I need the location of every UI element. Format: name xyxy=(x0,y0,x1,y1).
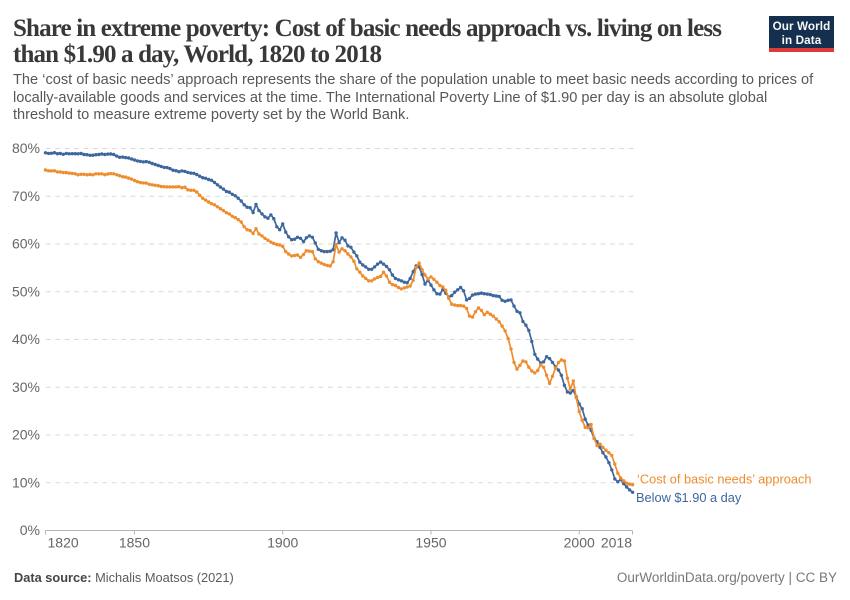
svg-text:30%: 30% xyxy=(12,379,40,395)
svg-text:2018: 2018 xyxy=(601,535,632,551)
svg-text:1820: 1820 xyxy=(48,535,79,551)
svg-text:1900: 1900 xyxy=(267,535,298,551)
svg-text:2000: 2000 xyxy=(564,535,595,551)
svg-text:10%: 10% xyxy=(12,474,40,490)
svg-text:80%: 80% xyxy=(12,140,40,156)
svg-text:0%: 0% xyxy=(20,522,40,538)
svg-text:1850: 1850 xyxy=(119,535,150,551)
svg-text:70%: 70% xyxy=(12,188,40,204)
svg-text:40%: 40% xyxy=(12,331,40,347)
svg-text:Below $1.90 a day: Below $1.90 a day xyxy=(636,490,742,505)
svg-text:1950: 1950 xyxy=(415,535,446,551)
svg-text:20%: 20% xyxy=(12,427,40,443)
svg-text:‘Cost of basic needs’ approach: ‘Cost of basic needs’ approach xyxy=(637,472,812,487)
svg-text:60%: 60% xyxy=(12,236,40,252)
svg-text:50%: 50% xyxy=(12,283,40,299)
